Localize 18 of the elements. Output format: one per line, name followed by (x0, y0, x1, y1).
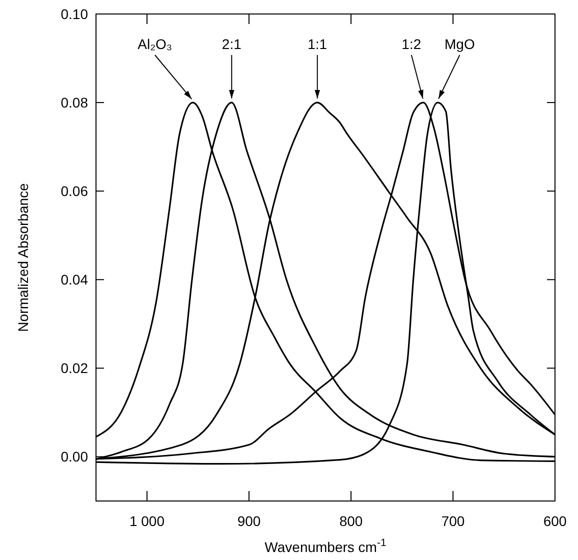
x-tick-label: 700 (441, 513, 465, 529)
x-tick-label: 1 000 (129, 513, 165, 529)
y-tick-label: 0.06 (60, 183, 88, 200)
y-tick-label: 0.00 (60, 448, 88, 465)
y-tick-label: 0.04 (60, 272, 88, 288)
x-tick-label: 800 (339, 513, 363, 529)
y-tick-label: 0.02 (60, 360, 88, 376)
y-axis-title: Normalized Absorbance (15, 182, 31, 332)
x-tick-label: 600 (543, 513, 567, 529)
y-tick-label: 0.08 (60, 94, 88, 111)
annotation: 1:2 (402, 36, 422, 52)
x-tick-label: 900 (237, 513, 261, 529)
annotation: Al₂O₃ (138, 36, 172, 52)
y-tick-label: 0.10 (60, 6, 88, 22)
annotation: 2:1 (222, 36, 242, 52)
annotation: MgO (444, 36, 475, 52)
x-axis-title: Wavenumbers cm$^{-1}$ (264, 537, 386, 555)
annotation: 1:1 (308, 36, 328, 52)
